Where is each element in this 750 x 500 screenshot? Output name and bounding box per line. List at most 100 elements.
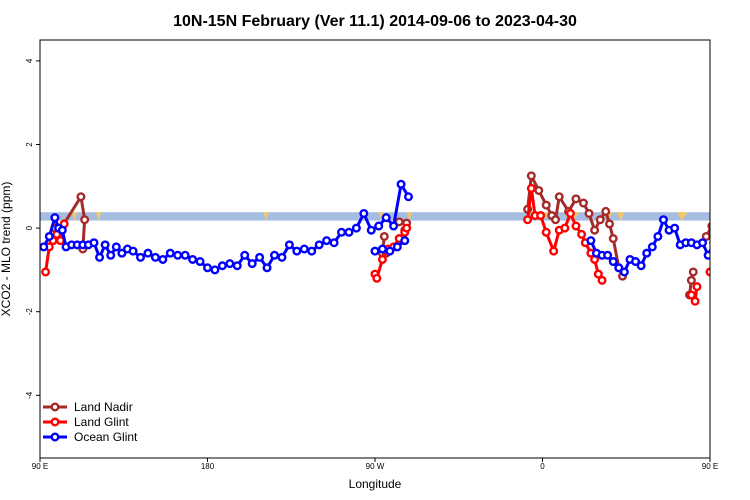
data-point <box>95 252 105 262</box>
legend-item: Ocean Glint <box>43 430 138 444</box>
data-point <box>605 219 615 229</box>
legend-swatch-marker <box>50 432 60 442</box>
data-point <box>337 227 347 237</box>
data-point <box>636 261 646 271</box>
data-point <box>307 246 317 256</box>
x-tick-label: 90 E <box>702 462 718 471</box>
data-point <box>165 248 175 258</box>
data-point <box>240 250 250 260</box>
data-point <box>722 239 729 246</box>
data-point <box>725 237 732 244</box>
data-point <box>100 240 110 250</box>
data-point <box>377 244 387 254</box>
y-tick-label: -4 <box>25 391 34 399</box>
data-point <box>374 221 384 231</box>
data-point <box>642 248 652 258</box>
data-point <box>536 211 546 221</box>
data-point <box>733 246 740 253</box>
data-point <box>534 185 544 195</box>
land-mask-mark <box>71 212 78 221</box>
y-axis-label: XCO2 - MLO trend (ppm) <box>0 182 13 317</box>
data-point <box>89 238 99 248</box>
land-mask-mark <box>676 212 688 221</box>
data-point <box>716 237 723 244</box>
data-point <box>57 225 67 235</box>
data-point <box>299 244 309 254</box>
data-point <box>158 254 168 264</box>
data-point <box>584 208 594 218</box>
data-point <box>712 233 719 240</box>
data-point <box>578 198 588 208</box>
data-point <box>232 261 242 271</box>
data-point <box>565 208 575 218</box>
land-mask-mark <box>616 212 625 221</box>
data-point <box>262 263 272 273</box>
data-point <box>571 221 581 231</box>
data-point <box>50 213 60 223</box>
data-point <box>597 275 607 285</box>
land-mask-mark <box>378 212 385 221</box>
data-point <box>210 265 220 275</box>
legend-label: Ocean Glint <box>74 430 138 444</box>
chart-title: 10N-15N February (Ver 11.1) 2014-09-06 t… <box>173 13 577 30</box>
data-point <box>608 257 618 267</box>
data-point <box>247 259 257 269</box>
data-point <box>379 231 389 241</box>
data-point <box>143 248 153 258</box>
data-point <box>111 242 121 252</box>
legend-swatch-marker <box>50 417 60 427</box>
data-point <box>709 240 710 246</box>
legend-label: Land Glint <box>74 415 129 429</box>
series-layer <box>40 171 750 306</box>
data-point <box>40 242 49 252</box>
data-point <box>44 231 54 241</box>
data-point <box>722 246 729 253</box>
y-tick-label: -2 <box>25 308 34 316</box>
series-line <box>704 226 710 238</box>
data-point <box>698 238 708 248</box>
data-point <box>225 259 235 269</box>
data-point <box>601 206 611 216</box>
data-point <box>381 213 391 223</box>
data-point <box>370 246 380 256</box>
data-point <box>195 257 205 267</box>
data-point <box>41 267 51 277</box>
data-point <box>571 194 581 204</box>
data-point <box>541 200 551 210</box>
data-point <box>686 290 696 300</box>
data-point <box>729 193 736 200</box>
data-point <box>738 248 745 255</box>
data-point <box>351 223 361 233</box>
data-point <box>173 250 183 260</box>
legend-label: Land Nadir <box>74 400 133 414</box>
data-point <box>744 250 750 257</box>
data-point <box>150 252 160 262</box>
data-point <box>389 221 399 231</box>
data-point <box>549 246 559 256</box>
data-point <box>653 231 663 241</box>
data-point <box>314 240 324 250</box>
series-ocean-glint <box>40 179 750 277</box>
data-point <box>595 215 605 225</box>
data-point <box>202 263 212 273</box>
data-point <box>117 248 127 258</box>
data-point <box>526 171 536 181</box>
data-point <box>590 225 600 235</box>
data-point <box>217 261 227 271</box>
legend-item: Land Glint <box>43 415 129 429</box>
series-line <box>732 197 736 220</box>
data-point <box>277 252 287 262</box>
data-point <box>255 252 265 262</box>
land-mask-mark <box>95 212 102 221</box>
data-point <box>692 282 702 292</box>
series-land-nadir <box>50 171 736 300</box>
data-point <box>392 242 402 252</box>
land-mask-mark <box>263 212 269 221</box>
data-point <box>180 250 190 260</box>
data-point <box>526 183 536 193</box>
data-point <box>647 242 657 252</box>
data-point <box>703 250 710 260</box>
data-point <box>577 229 587 239</box>
data-point <box>614 263 624 273</box>
